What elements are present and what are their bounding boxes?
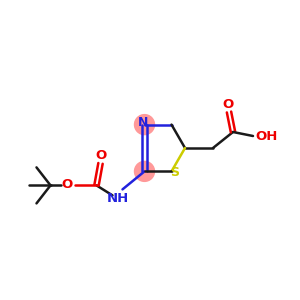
Circle shape [134,115,154,135]
Text: OH: OH [256,130,278,142]
Text: S: S [170,166,179,179]
Text: NH: NH [106,192,129,205]
Text: O: O [62,178,73,191]
Text: N: N [138,116,149,129]
Circle shape [134,161,154,182]
Text: O: O [222,98,234,110]
Text: O: O [96,149,107,162]
